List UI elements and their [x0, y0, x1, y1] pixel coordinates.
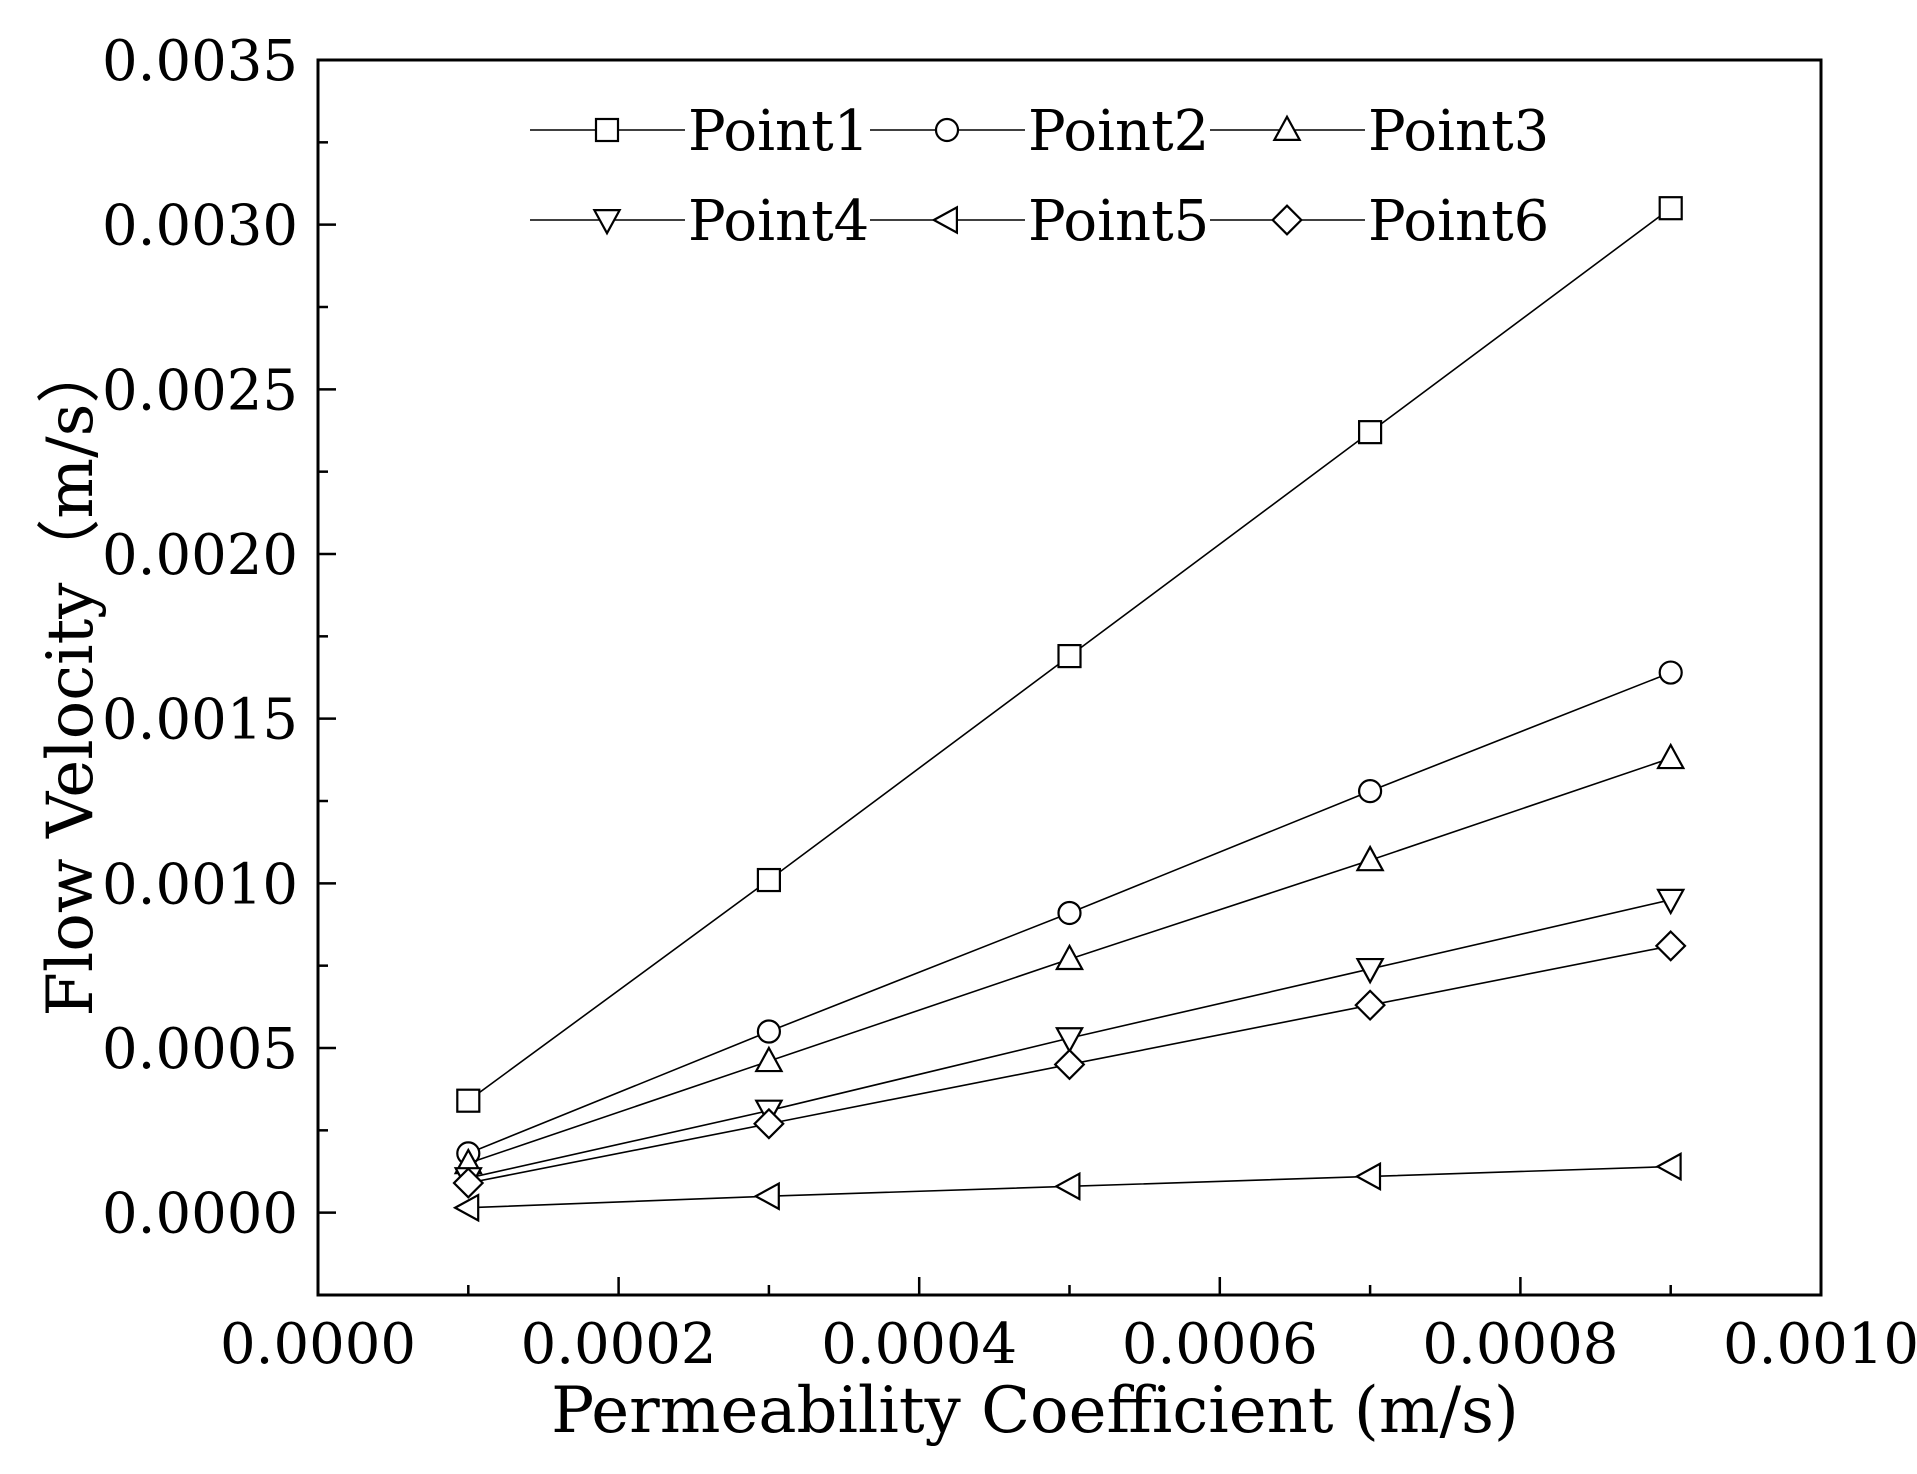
y-tick-label: 0.0015 — [102, 688, 298, 753]
data-point — [753, 1107, 785, 1140]
legend-label: Point2 — [1028, 99, 1209, 164]
legend-marker — [594, 117, 620, 143]
y-tick-label: 0.0025 — [102, 358, 298, 423]
series-point3 — [453, 742, 1686, 1175]
data-point — [1355, 844, 1385, 872]
legend-item: Point2 — [870, 99, 1209, 164]
data-point — [1355, 957, 1385, 985]
data-point — [1656, 888, 1686, 916]
x-tick-label: 0.0008 — [1422, 1312, 1618, 1377]
y-axis-label: Flow Velocity（m/s） — [34, 339, 108, 1016]
series-point6 — [452, 930, 1687, 1199]
y-axis: 0.0000 0.0005 0.0010 0.0015 0.0020 0.0025 0.00… — [102, 29, 336, 1297]
legend-label: Point3 — [1368, 99, 1549, 164]
data-point — [756, 1019, 782, 1044]
legend: Point1 Point2 Point3 Point4 Point5 Point6 — [530, 99, 1549, 254]
x-tick-label: 0.0002 — [521, 1312, 717, 1377]
legend-label: Point4 — [688, 189, 869, 254]
series-point4 — [453, 888, 1686, 1194]
legend-marker — [592, 209, 622, 236]
data-point — [1655, 1152, 1682, 1182]
data-point — [1658, 196, 1683, 221]
x-tick-label: 0.0000 — [220, 1312, 416, 1377]
legend-item: Point1 — [530, 99, 869, 164]
data-point — [1054, 1027, 1085, 1054]
y-tick-label: 0.0020 — [102, 523, 298, 588]
y-tick-label: 0.0010 — [102, 852, 298, 917]
series-layer — [452, 196, 1687, 1223]
x-tick-label: 0.0010 — [1723, 1312, 1917, 1377]
legend-marker — [934, 117, 960, 143]
data-point — [1357, 420, 1383, 445]
data-point — [1054, 943, 1085, 971]
legend-item: Point3 — [1210, 99, 1549, 164]
y-tick-label: 0.0005 — [102, 1017, 298, 1082]
x-axis-label: Permeability Coefficient (m/s) — [551, 1374, 1519, 1448]
data-point — [756, 867, 782, 893]
data-point — [754, 1045, 784, 1073]
data-point — [1054, 1171, 1081, 1201]
data-point — [1057, 900, 1082, 926]
data-point — [452, 1193, 480, 1223]
legend-item: Point6 — [1210, 189, 1549, 254]
y-tick-label: 0.0000 — [102, 1182, 298, 1247]
data-point — [1053, 1048, 1086, 1081]
data-point — [1057, 643, 1082, 669]
legend-marker — [1272, 114, 1302, 141]
data-point — [452, 1167, 485, 1199]
x-axis: 0.0000 0.0002 0.0004 0.0006 0.0008 0.0010 — [220, 1277, 1917, 1377]
data-point — [1658, 660, 1683, 685]
legend-marker — [1271, 204, 1303, 236]
data-point — [1656, 742, 1686, 770]
series-point5 — [452, 1152, 1682, 1223]
series-point1 — [456, 196, 1683, 1113]
legend-label: Point5 — [1028, 189, 1209, 254]
x-tick-label: 0.0004 — [821, 1312, 1017, 1377]
data-point — [1357, 779, 1383, 804]
legend-item: Point4 — [530, 189, 869, 254]
legend-marker — [931, 205, 959, 235]
data-point — [1654, 930, 1687, 962]
series-point2 — [456, 660, 1683, 1166]
legend-item: Point5 — [870, 189, 1209, 254]
data-point — [456, 1088, 481, 1113]
data-point — [753, 1181, 780, 1211]
x-tick-label: 0.0006 — [1122, 1312, 1318, 1377]
data-point — [1354, 1161, 1382, 1191]
data-point — [1354, 989, 1386, 1022]
legend-label: Point6 — [1368, 189, 1549, 254]
legend-label: Point1 — [688, 99, 869, 164]
y-tick-label: 0.0035 — [102, 29, 298, 94]
y-tick-label: 0.0030 — [102, 194, 298, 259]
